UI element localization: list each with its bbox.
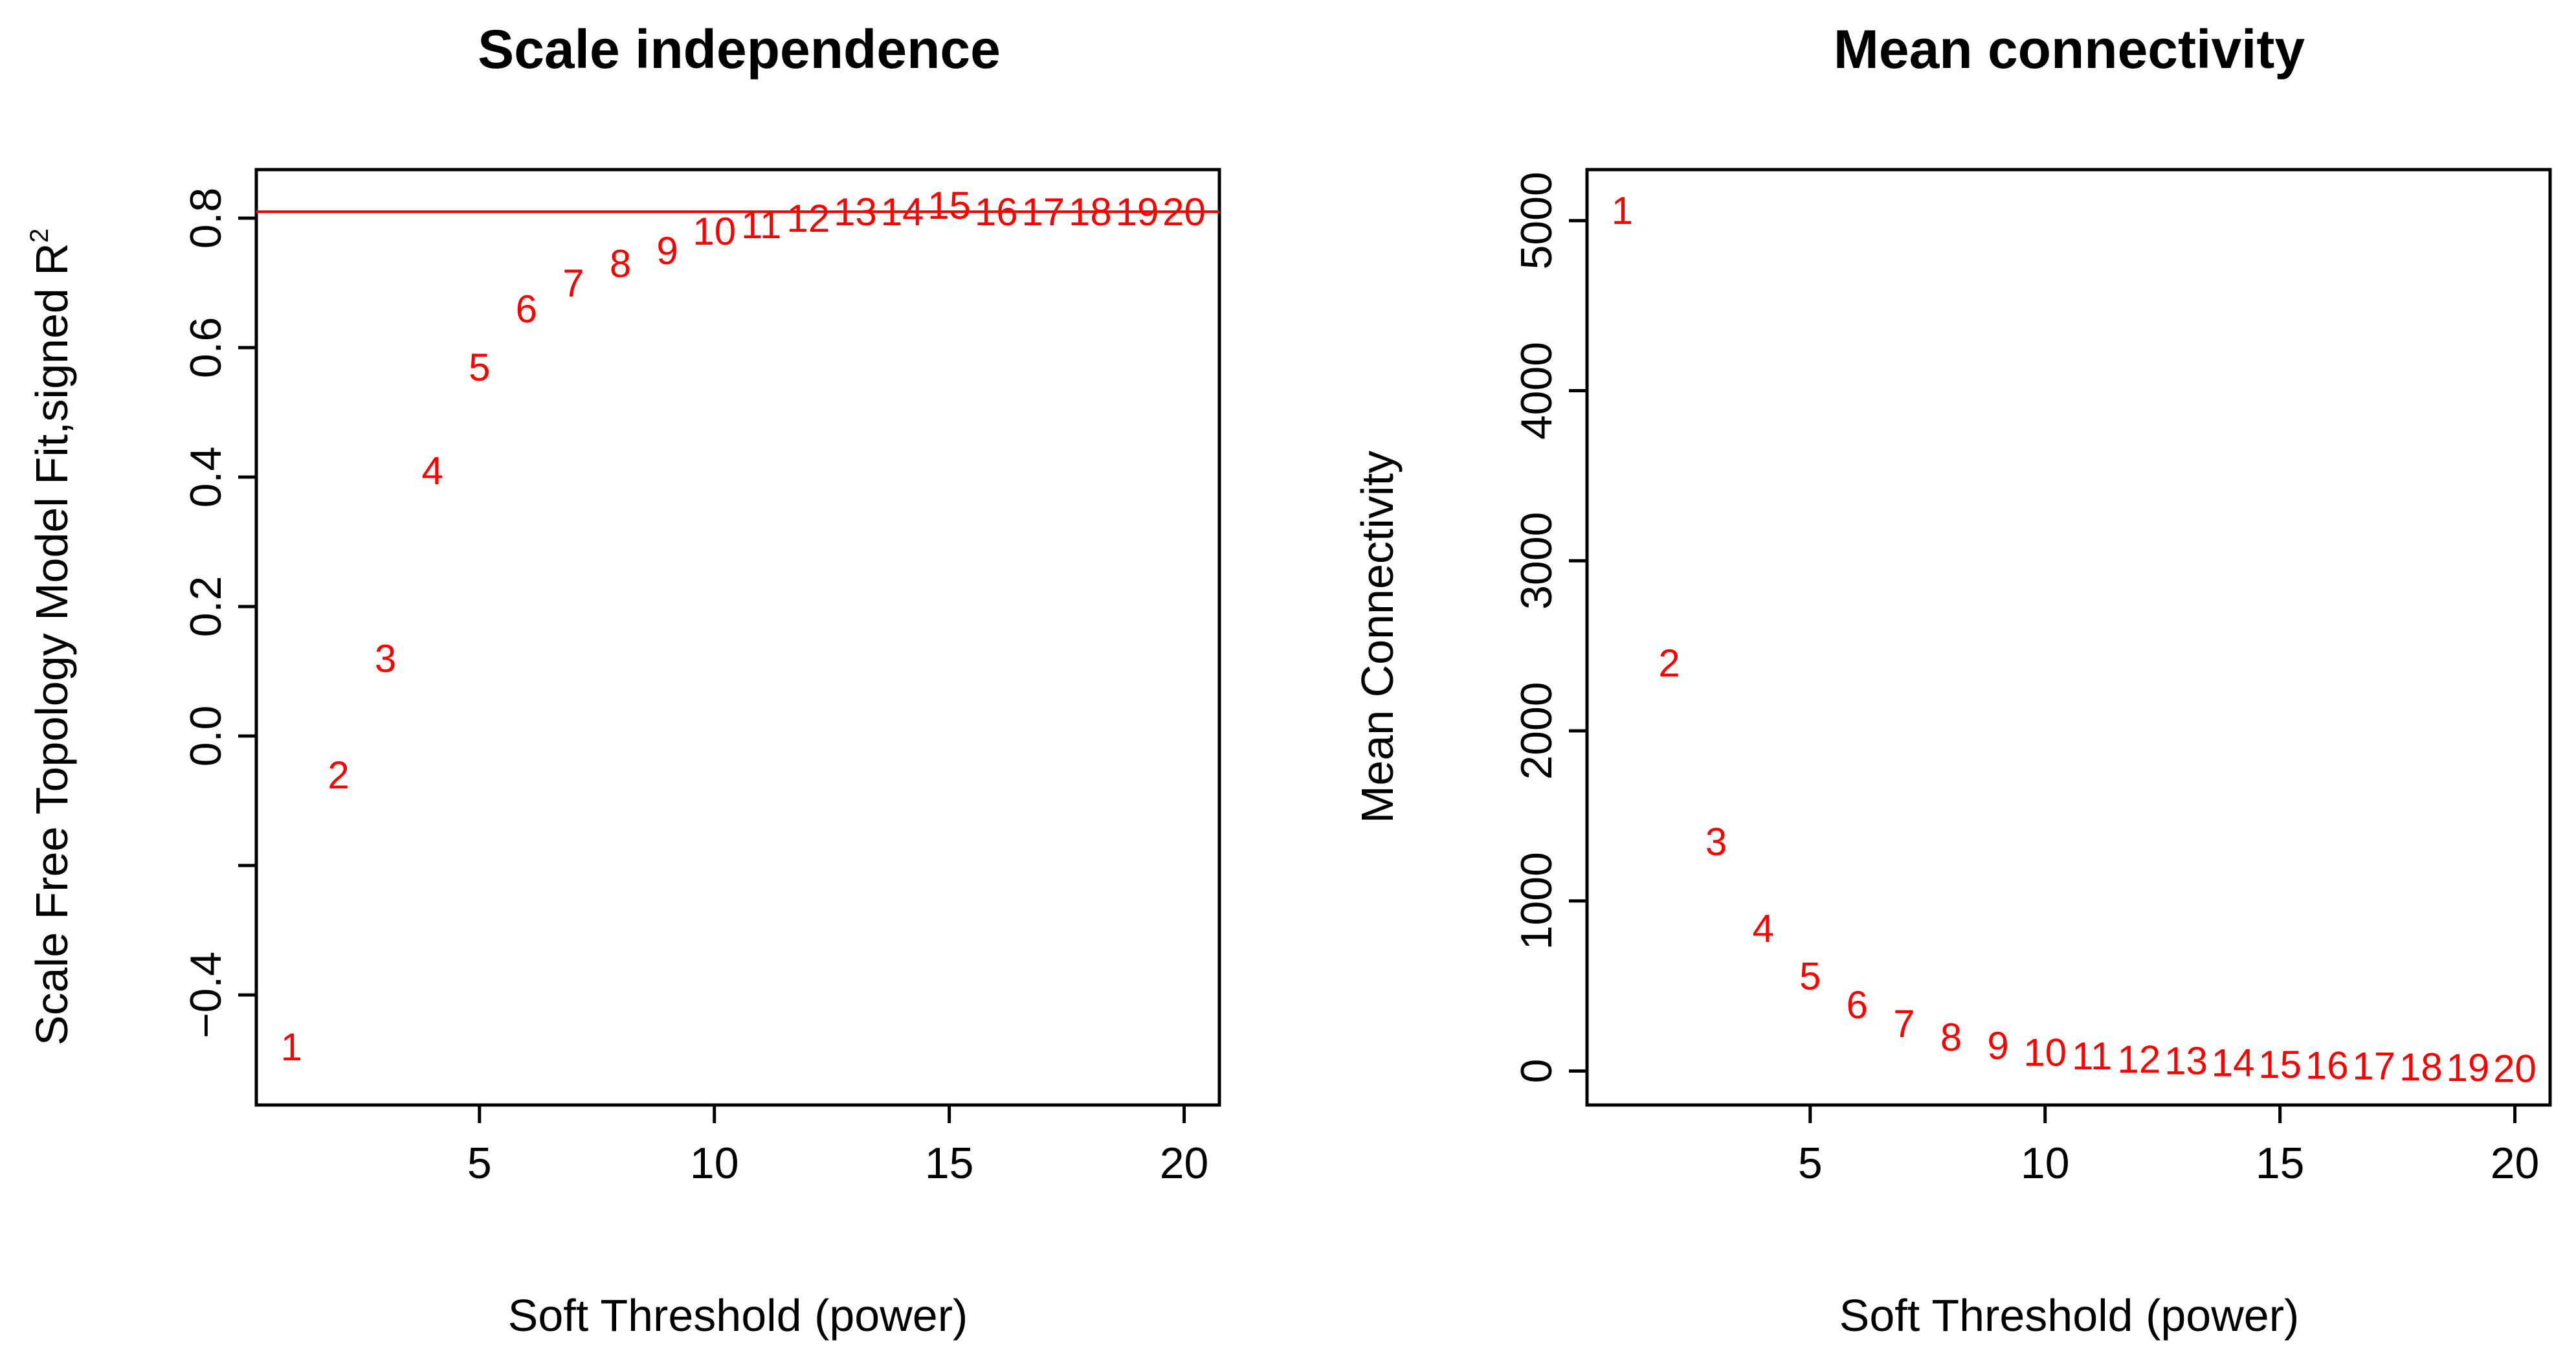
y-axis-label-main: Scale Free Topology Model Fit,signed R <box>27 243 77 1045</box>
data-point-label: 5 <box>469 346 490 389</box>
mean-connectivity-panel: Mean connectivity 5 10 15 20 01000200030004… <box>1352 19 2552 1341</box>
data-point-label: 9 <box>656 229 678 273</box>
data-point-label: 9 <box>1987 1024 2008 1067</box>
y-tick-label: 5000 <box>1512 172 1561 269</box>
data-point-label: 4 <box>1753 907 1774 950</box>
data-point-label: 17 <box>1021 190 1065 234</box>
x-axis-ticks: 5 10 15 20 <box>467 1105 1209 1188</box>
data-point-label: 6 <box>516 287 537 331</box>
y-axis-label-superscript: 2 <box>25 229 54 243</box>
data-point-label: 16 <box>975 190 1018 234</box>
data-point-label: 10 <box>693 210 736 253</box>
data-point-label: 10 <box>2023 1031 2067 1075</box>
scale-independence-panel: Scale independence 5 10 15 20 −0.40.00.20.4… <box>25 19 1221 1341</box>
data-point-label: 12 <box>2118 1038 2161 1081</box>
data-point-label: 8 <box>610 242 631 285</box>
data-point-label: 3 <box>375 637 396 680</box>
data-point-label: 20 <box>2493 1047 2537 1091</box>
data-point-label: 18 <box>1069 190 1112 234</box>
data-point-label: 15 <box>927 184 971 227</box>
chart-title: Mean connectivity <box>1834 19 2305 80</box>
y-axis-label: Mean Connectivity <box>1352 451 1403 823</box>
plot-frame <box>254 168 1221 1107</box>
data-point-label: 15 <box>2258 1043 2302 1086</box>
data-point-label: 17 <box>2352 1045 2395 1088</box>
data-point-label: 12 <box>787 197 830 240</box>
data-point-label: 16 <box>2305 1044 2349 1087</box>
data-point-label: 11 <box>741 203 781 247</box>
data-point-label: 5 <box>1799 954 1821 998</box>
data-point-label: 13 <box>834 190 877 234</box>
data-point-label: 4 <box>422 449 443 493</box>
plot-frame <box>1585 168 2552 1107</box>
data-point-label: 18 <box>2399 1045 2443 1089</box>
data-point-label: 13 <box>2164 1040 2208 1083</box>
data-point-label: 14 <box>2212 1041 2255 1084</box>
x-tick-label: 20 <box>2491 1139 2540 1188</box>
x-tick-label: 5 <box>1798 1139 1823 1188</box>
data-point-label: 6 <box>1847 983 1868 1027</box>
y-tick-label: 0.2 <box>181 576 230 638</box>
x-tick-label: 10 <box>690 1139 739 1188</box>
data-point-label: 11 <box>2072 1034 2112 1078</box>
data-point-label: 2 <box>328 754 349 797</box>
data-point-label: 3 <box>1705 820 1727 864</box>
data-point-label: 7 <box>562 262 584 305</box>
y-tick-label: 0.0 <box>181 706 230 767</box>
data-point-label: 1 <box>1612 189 1633 232</box>
y-tick-label: 2000 <box>1512 682 1561 779</box>
x-tick-label: 10 <box>2021 1139 2070 1188</box>
y-tick-label: −0.4 <box>181 952 230 1038</box>
y-tick-label: 0 <box>1512 1059 1561 1084</box>
x-axis-label: Soft Threshold (power) <box>1839 1290 2300 1341</box>
chart-title: Scale independence <box>478 19 1001 80</box>
data-point-label: 8 <box>1940 1016 1962 1059</box>
y-axis-label: Scale Free Topology Model Fit,signed R2 <box>25 229 77 1045</box>
x-tick-label: 5 <box>467 1139 492 1188</box>
y-tick-label: 0.6 <box>181 317 230 379</box>
y-tick-label: 1000 <box>1512 852 1561 950</box>
data-point-label: 1 <box>281 1025 302 1069</box>
y-tick-label: 4000 <box>1512 342 1561 440</box>
data-point-label: 19 <box>1116 190 1159 234</box>
x-axis-ticks: 5 10 15 20 <box>1798 1105 2540 1188</box>
y-tick-label: 0.4 <box>181 447 230 508</box>
data-point-label: 2 <box>1658 642 1680 685</box>
x-tick-label: 15 <box>925 1139 974 1188</box>
data-point-label: 7 <box>1893 1002 1915 1045</box>
y-tick-label: 3000 <box>1512 512 1561 610</box>
x-tick-label: 15 <box>2256 1139 2305 1188</box>
y-axis-ticks: 0 1000 2000 3000 4000 5000 <box>1512 172 1587 1083</box>
x-axis-label: Soft Threshold (power) <box>508 1290 968 1341</box>
data-point-label: 20 <box>1162 190 1206 234</box>
data-point-label: 14 <box>881 190 924 234</box>
y-tick-label: 0.8 <box>181 188 230 249</box>
y-axis-ticks: −0.4 0.0 0.2 0.4 0.6 0.8 <box>181 188 256 1038</box>
data-point-label: 19 <box>2447 1046 2490 1089</box>
x-tick-label: 20 <box>1160 1139 1209 1188</box>
